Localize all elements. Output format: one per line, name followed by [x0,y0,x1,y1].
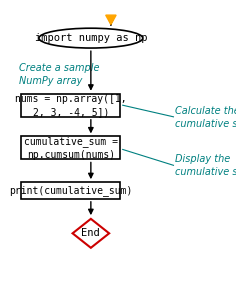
FancyBboxPatch shape [21,94,120,117]
Polygon shape [106,15,116,24]
FancyBboxPatch shape [21,137,120,159]
Text: Calculate the
cumulative sum: Calculate the cumulative sum [175,106,236,129]
FancyBboxPatch shape [21,182,120,199]
Polygon shape [73,219,109,248]
Text: nums = np.array([1,
2, 3, -4, 5]): nums = np.array([1, 2, 3, -4, 5]) [15,94,126,117]
Ellipse shape [39,28,143,48]
Text: print(cumulative_sum): print(cumulative_sum) [9,185,132,196]
Text: End: End [81,228,100,238]
Text: import numpy as np: import numpy as np [35,33,147,43]
Text: Display the
cumulative sum: Display the cumulative sum [175,154,236,177]
Text: Create a sample
NumPy array: Create a sample NumPy array [19,63,99,86]
Text: cumulative_sum =
np.cumsum(nums): cumulative_sum = np.cumsum(nums) [24,136,118,160]
